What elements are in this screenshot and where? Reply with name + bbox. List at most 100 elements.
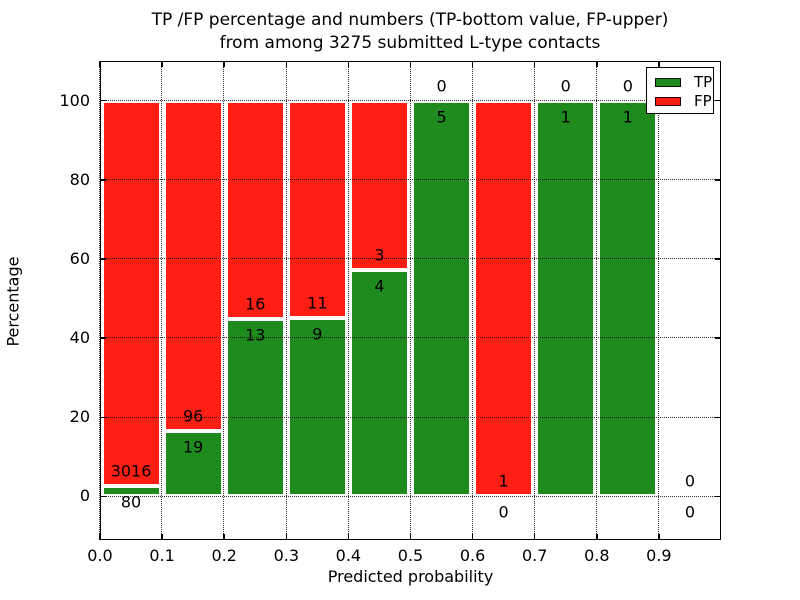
- x-tick-label: 0.7: [521, 546, 548, 565]
- fp-legend-label: FP: [694, 92, 712, 110]
- tp-count-label: 19: [182, 437, 204, 457]
- fp-count-label: 16: [245, 294, 266, 314]
- y-axis-label: Percentage: [3, 256, 23, 347]
- x-tickmark-top: [471, 61, 474, 67]
- x-tickmark-top: [223, 61, 225, 67]
- x-tickmark-top: [409, 61, 412, 67]
- x-tickmark-bottom: [285, 534, 288, 540]
- y-tickmark-left: [100, 416, 106, 419]
- tp-legend-swatch: [655, 78, 681, 87]
- tp-count-label: 9: [312, 324, 323, 344]
- x-gridline: [347, 61, 349, 540]
- tp-legend-label: TP: [694, 73, 713, 91]
- fp-bar-segment: [225, 100, 285, 319]
- y-tickmark-left: [100, 337, 106, 339]
- tp-bar-segment: [287, 318, 347, 497]
- y-tick-label: 100: [59, 90, 90, 110]
- y-tickmark-left: [100, 99, 106, 102]
- y-tickmark-left: [100, 179, 106, 181]
- x-gridline: [409, 61, 411, 540]
- x-tick-label: 0.5: [397, 546, 424, 565]
- x-tickmark-top: [658, 61, 660, 67]
- tp-count-label: 1: [622, 107, 633, 127]
- y-tickmark-right: [715, 99, 721, 102]
- x-gridline: [161, 61, 163, 540]
- tp-bar-segment: [536, 100, 596, 497]
- fp-count-label: 0: [622, 76, 633, 96]
- x-gridline: [658, 61, 660, 540]
- tp-count-label: 4: [374, 276, 385, 296]
- x-gridline: [533, 61, 535, 540]
- y-tickmark-right: [715, 337, 721, 339]
- fp-count-label: 3016: [110, 461, 152, 481]
- x-tick-label: 0.4: [335, 546, 362, 565]
- x-tick-label: 0.8: [584, 546, 610, 565]
- legend-row-fp: FP: [647, 92, 713, 111]
- y-tick-label: 80: [69, 169, 90, 189]
- tp-bar-segment: [349, 270, 409, 497]
- fp-count-label: 0: [684, 471, 696, 491]
- y-tickmark-left: [100, 495, 106, 498]
- fp-count-label: 0: [436, 76, 447, 96]
- fp-count-label: 11: [307, 293, 328, 313]
- fp-count-label: 3: [374, 245, 385, 265]
- y-tick-label: 40: [69, 328, 90, 348]
- fp-bar-segment: [474, 100, 534, 497]
- tp-bar-segment: [225, 318, 285, 497]
- plot-area: 3016 80 96 19 16 13 11 9 3 4 0 5 1 0 0 1 0 1 0 0: [99, 61, 721, 540]
- chart-title-line1: TP /FP percentage and numbers (TP-bottom…: [151, 10, 669, 30]
- x-tickmark-bottom: [533, 534, 536, 540]
- tp-bar-segment: [598, 100, 658, 497]
- chart-title: TP /FP percentage and numbers (TP-bottom…: [60, 9, 760, 55]
- x-tickmark-bottom: [161, 534, 163, 540]
- x-tickmark-bottom: [658, 534, 660, 540]
- tp-count-label: 13: [245, 325, 266, 345]
- x-gridline: [99, 61, 101, 540]
- x-tickmark-top: [596, 61, 598, 67]
- tp-bar-segment: [163, 431, 223, 497]
- fp-bar-segment: [287, 100, 347, 319]
- tp-count-label: 80: [120, 492, 142, 512]
- x-tick-label: 0.2: [211, 546, 237, 565]
- x-tickmark-top: [161, 61, 163, 67]
- x-tickmark-bottom: [596, 534, 598, 540]
- fp-bar-segment: [101, 100, 161, 487]
- legend: TP FP: [646, 67, 714, 114]
- legend-row-tp: TP: [647, 73, 713, 92]
- tp-count-label: 1: [560, 107, 571, 127]
- chart-title-line2: from among 3275 submitted L-type contact…: [219, 33, 601, 53]
- x-gridline: [285, 61, 287, 540]
- fp-bar-segment: [349, 100, 409, 271]
- x-tickmark-bottom: [409, 534, 412, 540]
- y-tickmark-right: [715, 416, 721, 419]
- x-tickmark-bottom: [347, 534, 350, 540]
- fp-count-label: 96: [182, 406, 204, 426]
- x-gridline: [596, 61, 598, 540]
- fp-count-label: 0: [560, 76, 571, 96]
- x-tick-label: 0.6: [459, 546, 486, 565]
- x-tick-label: 0.3: [273, 546, 300, 565]
- fp-count-label: 1: [498, 471, 509, 491]
- fp-legend-swatch: [655, 97, 681, 106]
- x-gridline: [223, 61, 225, 540]
- y-tick-label: 20: [69, 407, 90, 427]
- y-tickmark-left: [100, 258, 106, 260]
- y-tickmark-right: [715, 179, 721, 181]
- x-axis-label: Predicted probability: [327, 567, 494, 586]
- x-tickmark-bottom: [223, 534, 225, 540]
- x-tickmark-top: [533, 61, 536, 67]
- fp-bar-segment: [163, 100, 223, 432]
- x-tickmark-top: [347, 61, 350, 67]
- tp-count-label: 0: [684, 502, 696, 522]
- tp-bar-segment: [101, 486, 161, 497]
- y-tick-label: 60: [69, 248, 90, 268]
- x-tick-label: 0.1: [149, 546, 175, 565]
- x-tick-label: 0.0: [87, 546, 113, 565]
- x-tickmark-top: [285, 61, 288, 67]
- x-tick-label: 0.9: [646, 546, 672, 565]
- y-tickmark-right: [715, 495, 721, 498]
- x-tickmark-top: [99, 61, 101, 67]
- x-gridline: [471, 61, 473, 540]
- tp-count-label: 5: [436, 107, 447, 127]
